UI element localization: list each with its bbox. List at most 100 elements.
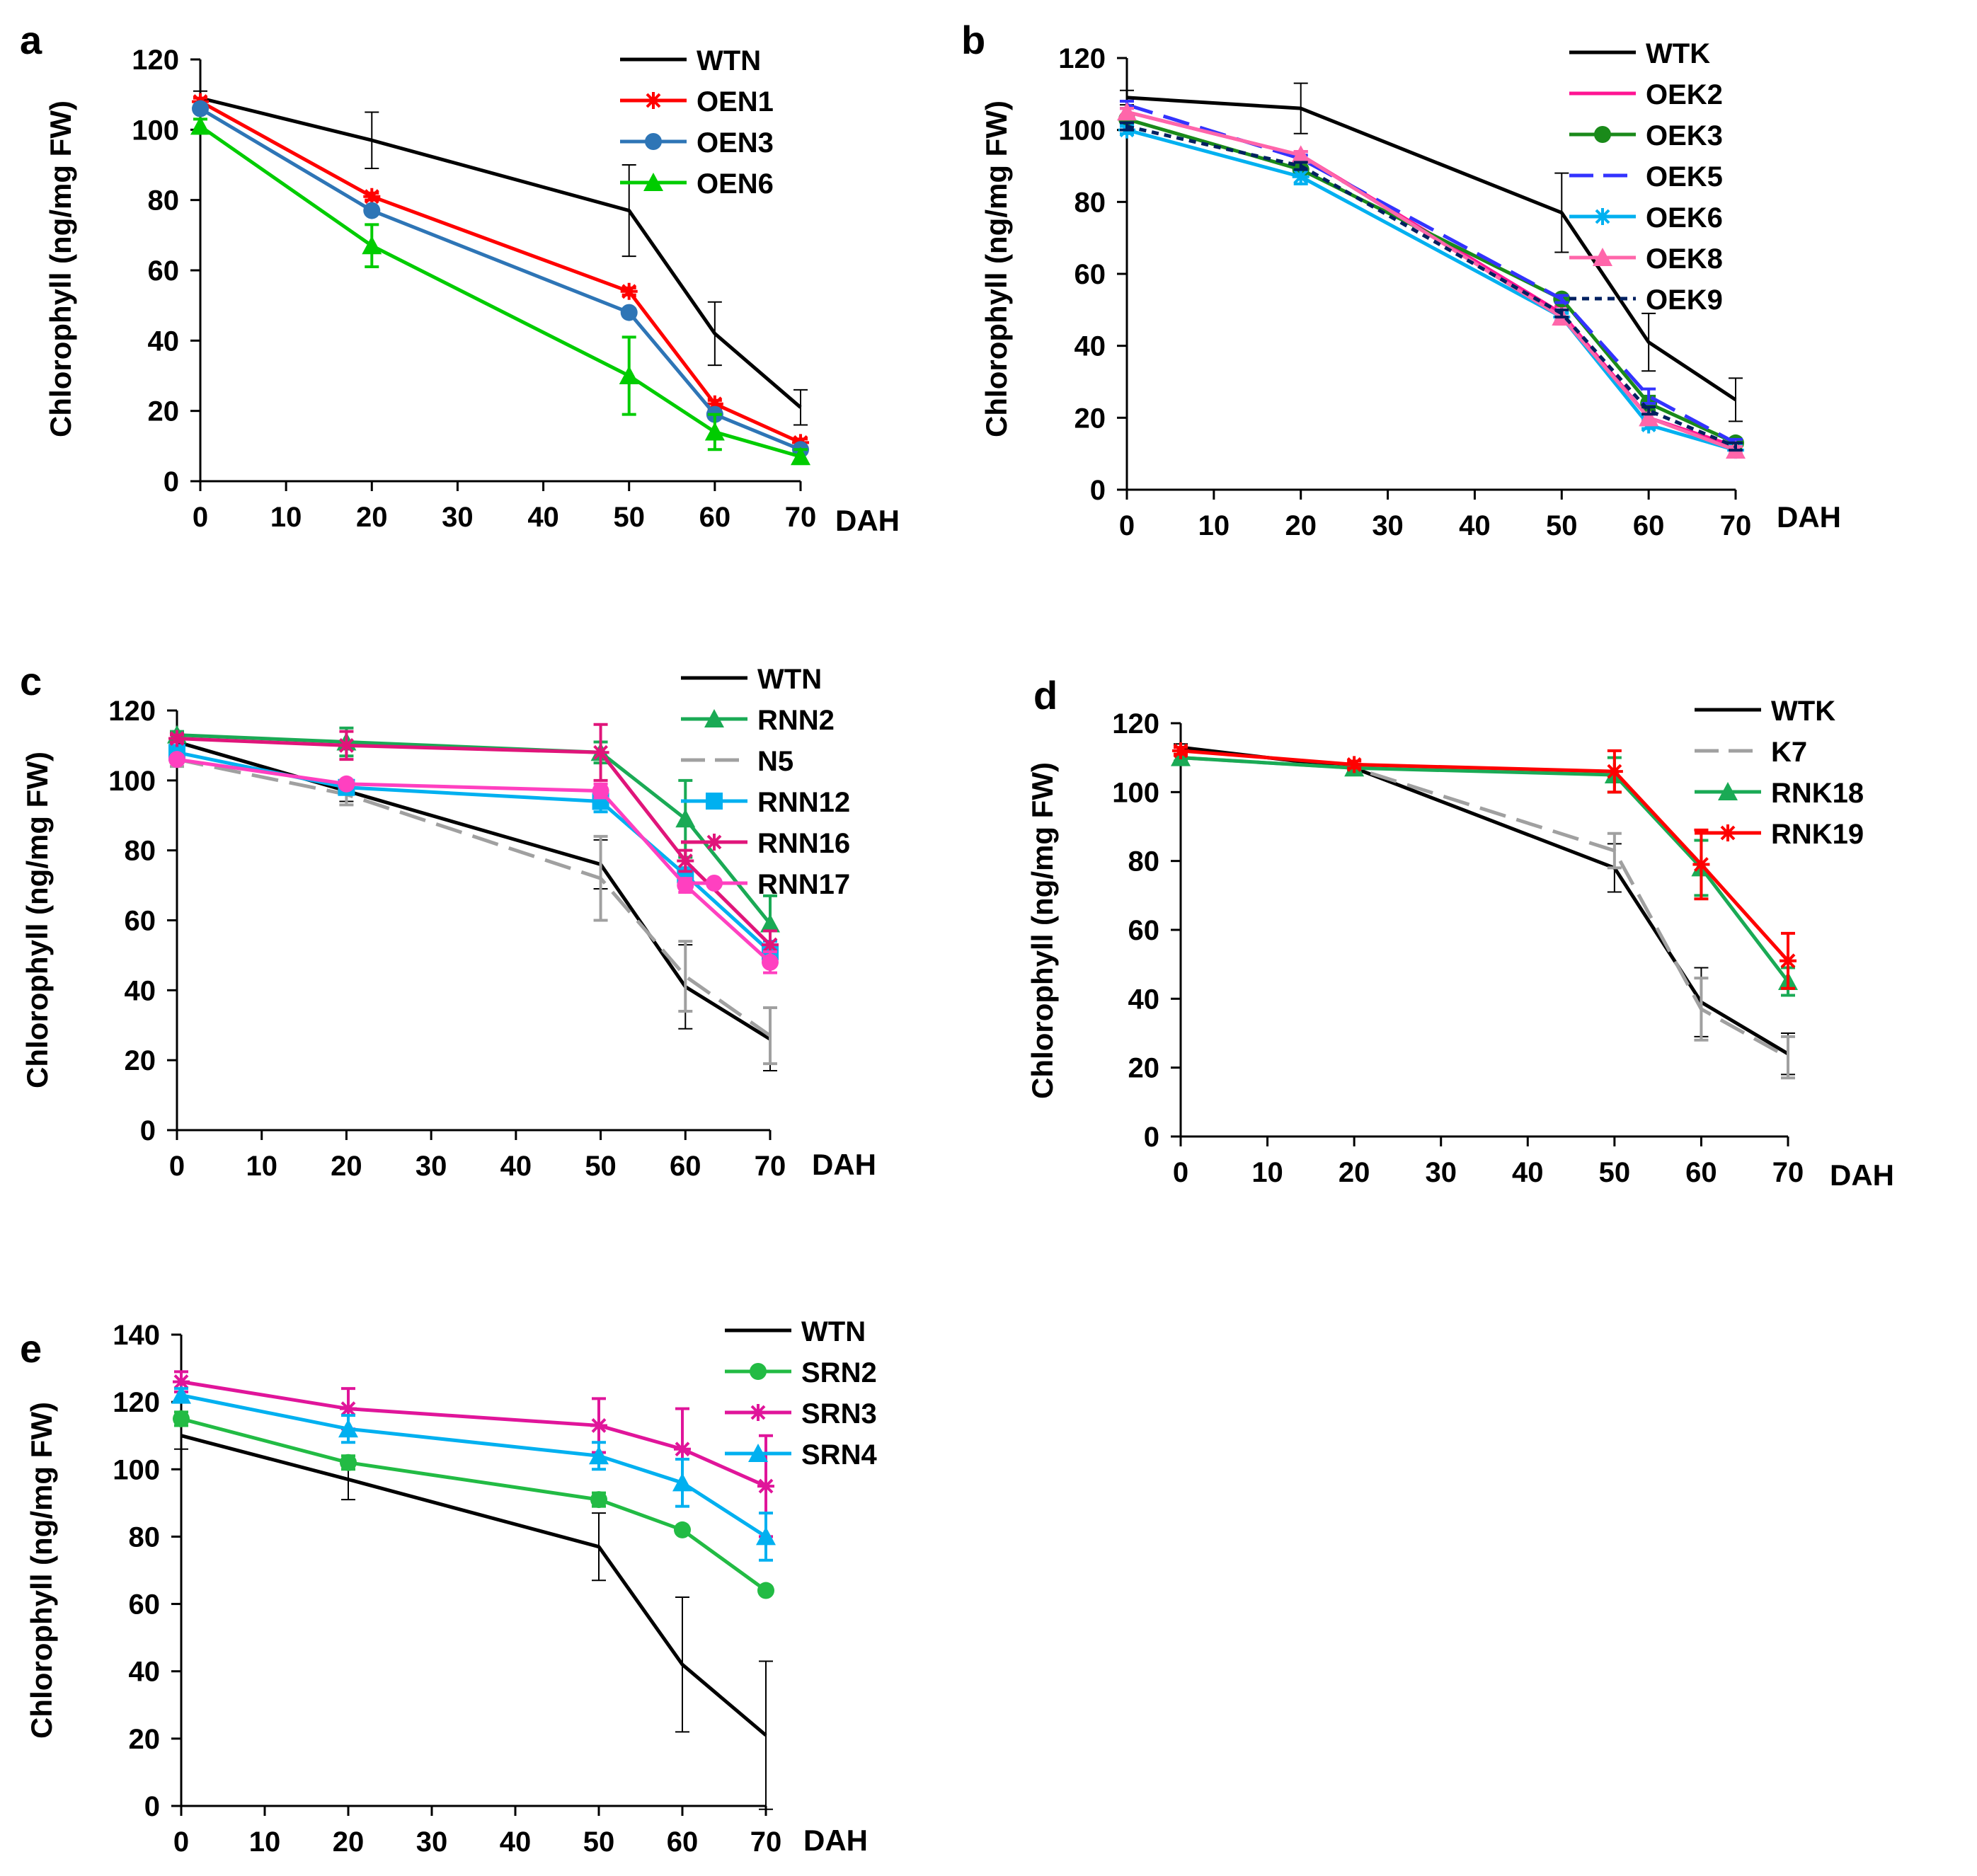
data-point <box>338 1419 358 1438</box>
data-point <box>762 936 779 954</box>
data-point <box>1346 756 1363 773</box>
data-point <box>362 236 382 255</box>
x-tick-label: 30 <box>1425 1157 1457 1188</box>
y-axis-label: Chlorophyll (ng/mg FW) <box>25 1402 58 1739</box>
x-tick-label: 10 <box>1251 1157 1283 1188</box>
legend-marker <box>643 173 663 191</box>
x-tick-label: 10 <box>249 1826 281 1858</box>
x-tick-label: 70 <box>750 1826 782 1858</box>
y-tick-label: 80 <box>125 836 156 867</box>
data-point <box>1605 763 1623 781</box>
y-tick-label: 100 <box>1058 115 1106 146</box>
series-line <box>1126 117 1737 445</box>
x-tick-label: 50 <box>583 1826 615 1858</box>
x-tick-label: 50 <box>1599 1157 1631 1188</box>
legend-marker <box>1594 208 1611 225</box>
data-point <box>173 1410 190 1427</box>
data-point <box>338 737 355 754</box>
legend-entry: OEN1 <box>620 86 774 117</box>
panel-label: d <box>1033 673 1058 718</box>
data-point <box>619 366 639 384</box>
data-point <box>590 1417 607 1434</box>
data-point <box>340 1454 357 1471</box>
legend-label: RNN16 <box>757 828 850 859</box>
legend-marker <box>645 92 662 109</box>
y-tick-label: 80 <box>148 185 180 217</box>
x-tick-label: 40 <box>1459 510 1491 541</box>
series-line <box>1126 125 1736 449</box>
x-tick-label: 60 <box>1633 510 1665 541</box>
legend-entry: RNN12 <box>681 787 850 818</box>
legend-marker <box>704 709 724 727</box>
legend-label: RNN17 <box>757 869 850 900</box>
legend-label: RNK18 <box>1771 778 1864 809</box>
legend-marker <box>1718 782 1738 800</box>
x-tick-label: 50 <box>585 1151 617 1182</box>
legend-entry: WTK <box>1569 38 1710 69</box>
x-tick-label: 70 <box>755 1151 786 1182</box>
legend-label: N5 <box>757 746 793 777</box>
panel-d: d 0 20 40 60 80 100 120 0 10 20 30 40 50 60 70 Chlorophy… <box>1026 673 1894 1192</box>
panel-a: a 0 20 40 60 80 100 120 0 10 20 30 40 50 60 70 Chlorophy… <box>20 18 900 537</box>
series-SRN2 <box>173 1410 774 1599</box>
legend-label: OEK5 <box>1646 161 1723 192</box>
data-point <box>1292 168 1310 185</box>
x-tick-label: 10 <box>246 1151 277 1182</box>
x-tick-label: 30 <box>416 1151 447 1182</box>
y-tick-label: 20 <box>1075 403 1106 434</box>
data-point <box>590 1491 607 1509</box>
x-tick-label: 0 <box>193 502 208 533</box>
x-tick-label: 60 <box>670 1151 701 1182</box>
x-tick-label: 40 <box>500 1151 532 1182</box>
data-point <box>190 116 210 135</box>
legend-marker <box>1594 126 1611 143</box>
legend-label: WTN <box>697 45 761 76</box>
legend-label: OEK9 <box>1646 284 1723 316</box>
series-line <box>1180 756 1789 1059</box>
y-tick-label: 120 <box>132 45 179 76</box>
x-tick-label: 0 <box>1173 1157 1188 1188</box>
legend-entry: OEK6 <box>1569 202 1723 234</box>
data-point <box>363 188 381 205</box>
data-point <box>1172 742 1189 759</box>
x-axis-label: DAH <box>803 1824 868 1857</box>
data-point <box>1780 952 1797 969</box>
legend-label: RNN12 <box>757 787 850 818</box>
y-tick-label: 60 <box>125 906 156 937</box>
y-tick-label: 120 <box>113 1387 160 1418</box>
series-line <box>1126 96 1737 402</box>
legend-label: SRN2 <box>801 1357 877 1388</box>
x-tick-label: 0 <box>169 1151 185 1182</box>
series-line <box>180 1434 767 1737</box>
legend-marker <box>1719 824 1736 841</box>
y-tick-label: 60 <box>148 255 180 287</box>
x-tick-label: 40 <box>500 1826 532 1858</box>
y-tick-label: 20 <box>1128 1053 1160 1084</box>
y-tick-label: 120 <box>1112 708 1159 740</box>
series-line <box>176 757 772 1037</box>
y-axis-label: Chlorophyll (ng/mg FW) <box>1026 762 1059 1099</box>
legend-entry: WTK <box>1695 696 1835 727</box>
legend-label: RNN2 <box>757 705 835 736</box>
legend-marker <box>750 1404 767 1421</box>
legend-entry: OEN6 <box>620 168 774 200</box>
data-point <box>1117 102 1137 121</box>
y-tick-label: 60 <box>1075 259 1106 290</box>
panel-b: b 0 20 40 60 80 100 120 0 10 20 30 40 50 60 70 Chlorophy… <box>961 18 1841 541</box>
legend-entry: K7 <box>1695 737 1807 768</box>
legend-label: OEN1 <box>697 86 774 117</box>
y-tick-label: 100 <box>108 766 156 797</box>
y-axis-label: Chlorophyll (ng/mg FW) <box>980 100 1013 437</box>
x-tick-label: 70 <box>1772 1157 1804 1188</box>
series-SRN4 <box>171 1385 776 1562</box>
series-WTK <box>1120 82 1743 422</box>
y-tick-label: 60 <box>129 1589 161 1621</box>
legend-label: OEN3 <box>697 127 774 159</box>
x-tick-label: 20 <box>333 1826 365 1858</box>
legend-marker <box>706 793 723 810</box>
legend-entry: RNK18 <box>1695 778 1864 809</box>
legend-label: WTK <box>1646 38 1710 69</box>
panel-label: e <box>20 1326 42 1371</box>
data-point <box>677 877 694 894</box>
